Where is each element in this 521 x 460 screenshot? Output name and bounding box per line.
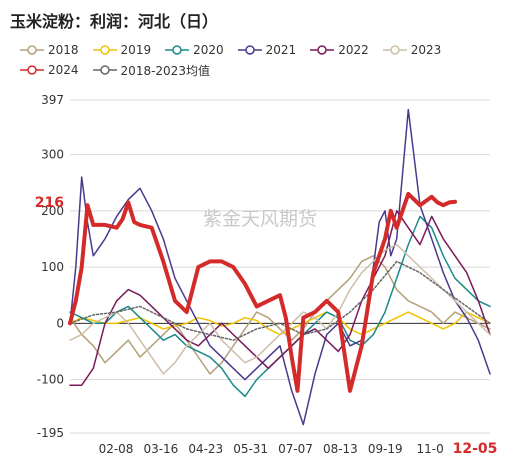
legend-label: 2019 <box>120 43 152 57</box>
legend-marker-icon <box>310 45 335 55</box>
series-line-2022 <box>69 210 491 386</box>
watermark: 紫金天风期货 <box>203 208 317 230</box>
series-line-2018-2023均值 <box>69 260 491 341</box>
y-tick-label: 100 <box>41 260 64 274</box>
legend-item: 2019 <box>92 40 152 60</box>
series-line-2021 <box>69 108 491 426</box>
x-tick-label: 08-13 <box>323 442 358 456</box>
legend-marker-icon <box>92 45 117 55</box>
legend-label: 2022 <box>338 43 369 57</box>
legend-item: 2023 <box>382 40 442 60</box>
y-tick-label: 300 <box>41 148 64 162</box>
x-tick-label: 04-23 <box>188 442 223 456</box>
legend-item: 2022 <box>310 40 369 60</box>
series-line-2024 <box>68 191 457 393</box>
legend-marker-icon <box>20 45 44 55</box>
legend-item: 2021 <box>237 40 297 60</box>
y-tick-label: 397 <box>41 93 64 107</box>
y-tick-label: -195 <box>37 426 64 440</box>
x-tick-label: 07-07 <box>278 442 313 456</box>
chart-title: 玉米淀粉：利润：河北（日） <box>10 12 219 31</box>
legend-marker-icon <box>237 45 262 55</box>
legend-marker-icon <box>382 45 407 55</box>
series-line-2020 <box>69 215 491 398</box>
legend-label: 2021 <box>265 43 297 57</box>
y-tick-label: 200 <box>41 204 64 218</box>
legend-label: 2018 <box>48 43 79 57</box>
legend-label: 2023 <box>410 43 442 57</box>
x-tick-label: 09-19 <box>368 442 403 456</box>
series-line-2018 <box>69 255 491 375</box>
legend-marker-icon <box>20 65 44 75</box>
legend-item: 2020 <box>165 40 224 60</box>
legend: 2018 2019 2020 2021 2022 2023 2024 2018-2023均值 <box>20 40 510 80</box>
x-tick-label: 02-08 <box>99 442 134 456</box>
series-line-2023 <box>69 243 491 375</box>
x-tick-label: 05-31 <box>233 442 268 456</box>
legend-label: 2020 <box>193 43 224 57</box>
legend-marker-icon <box>92 65 117 75</box>
legend-label: 2024 <box>48 63 79 77</box>
legend-item: 2018 <box>20 40 79 60</box>
x-tick-label: 12-05 <box>453 441 498 457</box>
x-tick-label: 03-16 <box>143 442 178 456</box>
legend-marker-icon <box>165 45 190 55</box>
legend-item: 2024 <box>20 60 79 80</box>
x-tick-label: 11-0 <box>417 442 444 456</box>
legend-item: 2018-2023均值 <box>92 60 210 80</box>
latest-value-label: 216 <box>35 195 64 211</box>
legend-label: 2018-2023均值 <box>120 63 210 78</box>
y-tick-label: 0 <box>56 316 64 330</box>
y-tick-label: -100 <box>37 373 64 387</box>
